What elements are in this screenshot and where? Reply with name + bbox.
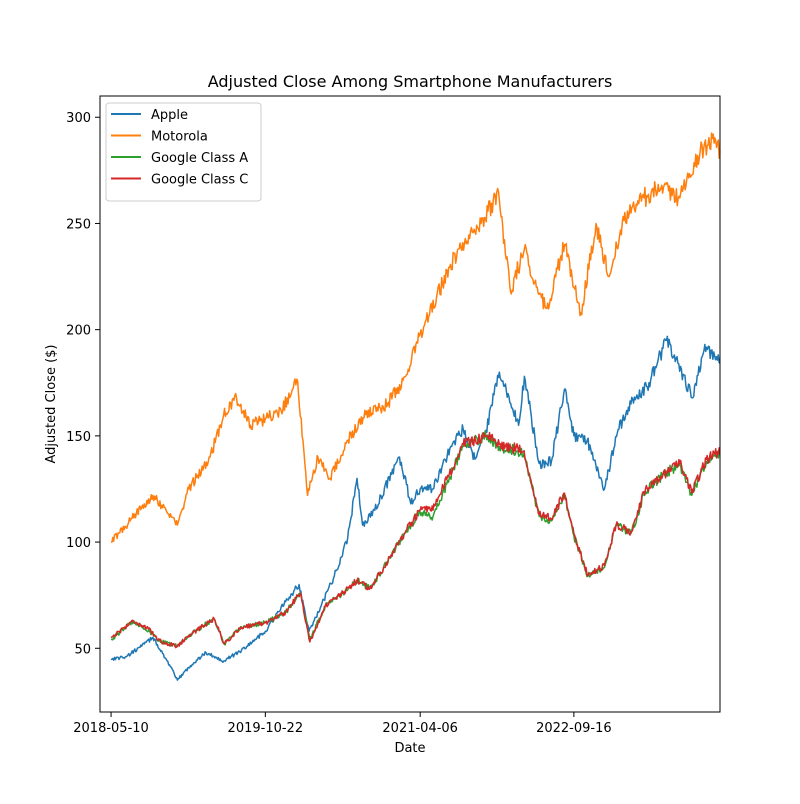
y-tick-label: 50 [74,642,91,657]
x-tick-label: 2018-05-10 [73,721,149,736]
legend-label-google-class-c: Google Class C [151,173,248,188]
y-tick-label: 300 [66,111,91,126]
chart-title: Adjusted Close Among Smartphone Manufact… [208,72,613,91]
series-line-google-class-c [110,431,721,649]
x-tick-label: 2021-04-06 [382,721,458,736]
y-axis-label: Adjusted Close ($) [44,345,59,464]
series-layer [110,132,721,681]
y-tick-label: 150 [66,430,91,445]
y-tick-label: 100 [66,536,91,551]
x-axis: 2018-05-10 2019-10-22 2021-04-06 2022-09-16 [73,712,612,736]
x-tick-label: 2022-09-16 [536,721,612,736]
legend-label-google-class-a: Google Class A [151,151,248,166]
y-tick-label: 200 [66,324,91,339]
x-tick-label: 2019-10-22 [228,721,304,736]
legend: Apple Motorola Google Class A Google Class … [105,102,262,202]
y-axis: 50 100 150 200 250 300 [66,111,100,657]
legend-label-apple: Apple [151,108,188,123]
series-line-apple [110,335,721,681]
plot-frame [99,95,721,713]
y-tick-label: 250 [66,217,91,232]
legend-label-motorola: Motorola [151,130,208,145]
series-line-motorola [111,132,721,543]
legend-box [105,102,262,202]
x-axis-label: Date [394,741,425,756]
